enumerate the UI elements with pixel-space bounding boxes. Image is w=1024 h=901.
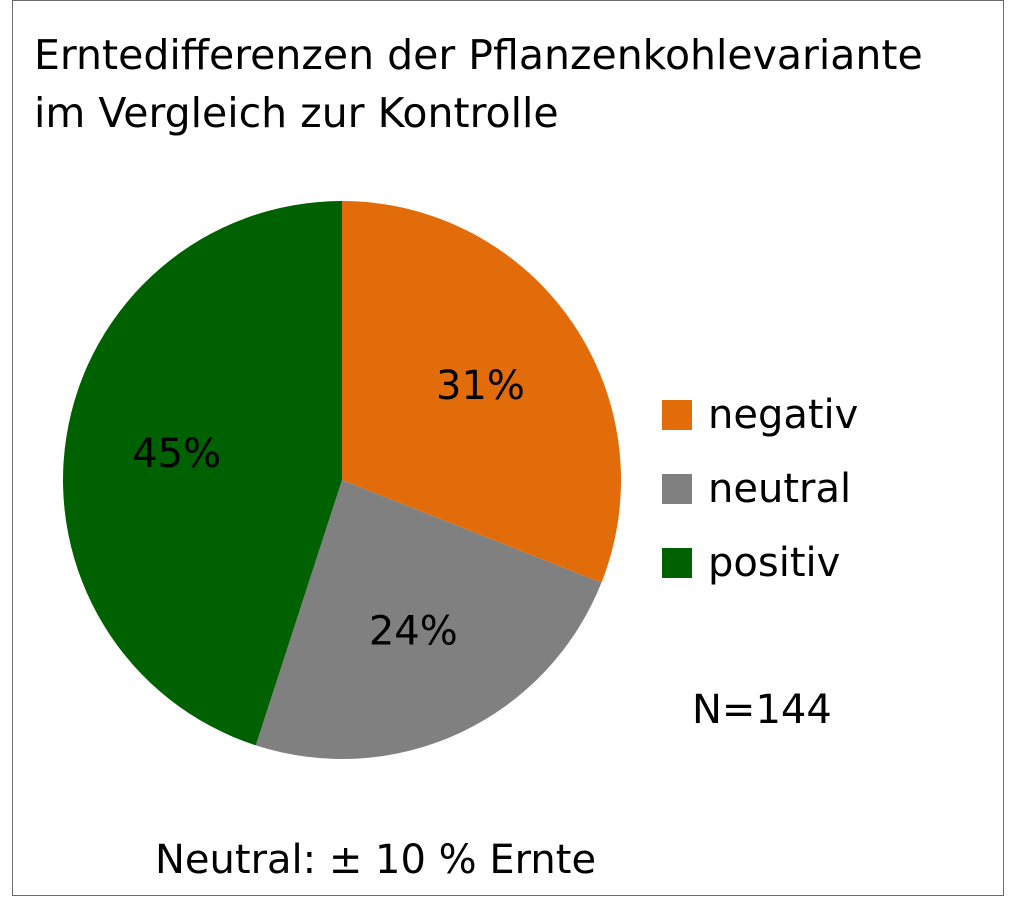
legend-label-neutral: neutral — [708, 466, 852, 512]
chart-title-line-1: Erntedifferenzen der Pflanzenkohlevarian… — [34, 31, 923, 79]
sample-size-label: N=144 — [692, 687, 832, 733]
pie-slice-positiv — [63, 201, 342, 746]
pie-label-positiv: 45% — [132, 431, 221, 477]
footnote: Neutral: ± 10 % Ernte — [155, 837, 597, 883]
pie-slice-negativ — [342, 201, 622, 583]
legend-item-negativ: negativ — [662, 378, 858, 452]
legend-item-neutral: neutral — [662, 452, 858, 526]
legend: negativ neutral positiv — [662, 378, 858, 600]
legend-label-negativ: negativ — [708, 392, 859, 438]
pie-slice-neutral — [255, 480, 602, 759]
legend-swatch-neutral — [662, 474, 692, 504]
pie-label-neutral: 24% — [369, 608, 458, 654]
legend-item-positiv: positiv — [662, 526, 858, 600]
legend-swatch-positiv — [662, 548, 692, 578]
chart-title: Erntedifferenzen der Pflanzenkohlevarian… — [34, 26, 994, 142]
pie-label-negativ: 31% — [436, 363, 525, 409]
chart-title-line-2: im Vergleich zur Kontrolle — [34, 89, 559, 137]
legend-label-positiv: positiv — [708, 540, 841, 586]
legend-swatch-negativ — [662, 400, 692, 430]
